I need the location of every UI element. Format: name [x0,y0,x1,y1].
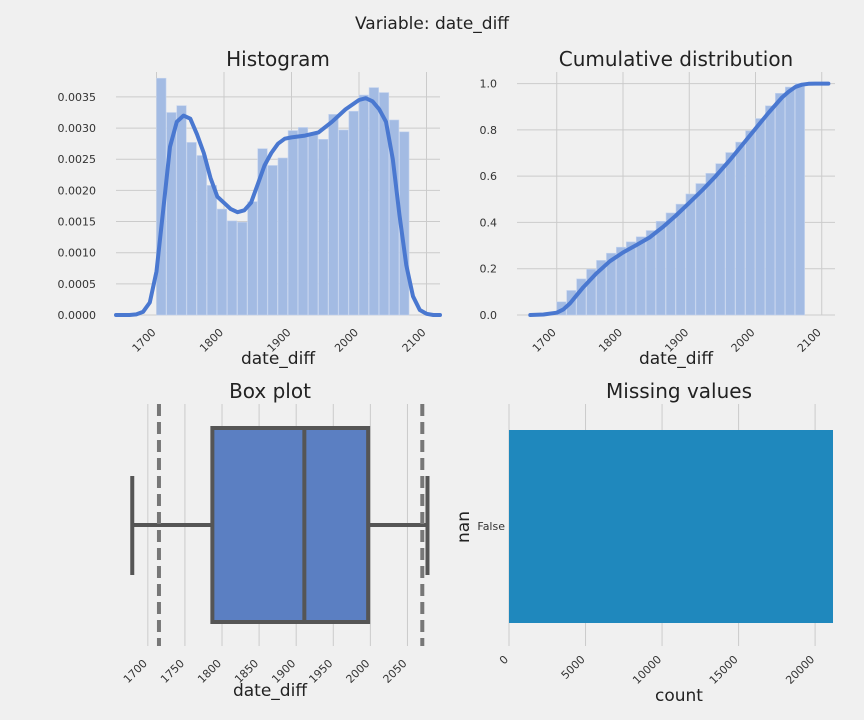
histogram-bar [358,94,369,316]
histogram-bar [675,203,686,316]
histogram-bar [665,212,676,316]
histogram-bar [586,268,597,316]
x-tick-label: 2000 [729,326,758,355]
x-tick-label: 1800 [596,326,625,355]
y-tick-label: 0.0020 [58,184,97,197]
y-axis-label: nan [454,511,474,543]
x-tick-label: 1700 [121,657,150,686]
histogram-bar [287,130,298,316]
chart-title: Missing values [606,379,752,403]
chart-title: Box plot [229,379,311,403]
histogram-bar [267,165,278,316]
x-tick-label: 10000 [630,653,664,687]
y-tick-label: False [477,520,505,533]
x-tick-label: 20000 [783,653,817,687]
y-tick-label: 0.6 [480,170,498,183]
x-tick-label: 2050 [381,657,410,686]
x-tick-label: 15000 [707,653,741,687]
histogram-bar [378,92,390,316]
histogram-panel: 0.0000 0.0005 0.0010 0.0015 0.0020 0.0025 0.00… [58,47,442,369]
x-tick-label: 1800 [197,326,226,355]
y-tick-label: 0.2 [480,263,498,276]
histogram-bar [655,220,666,316]
histogram-bar [297,127,309,316]
x-tick-label: 1700 [130,326,159,355]
histogram-bar [685,193,696,316]
interquartile-box [210,426,371,624]
x-axis-label: date_diff [639,349,714,369]
histogram-bar [186,142,197,316]
histogram-bar [176,105,187,316]
histogram-bar [368,87,379,316]
kde-line [528,81,831,317]
y-tick-label: 0.0025 [58,153,97,166]
histogram-bar [635,236,646,316]
chart-title: Histogram [226,47,330,71]
x-tick-label: 1800 [195,657,224,686]
histogram-bar [348,110,359,316]
histogram-bar [775,92,786,316]
histogram-bar [596,260,607,316]
histogram-bar [216,208,228,316]
y-tick-label: 0.0000 [58,309,97,322]
histogram-bar [785,86,795,316]
histogram-bar [166,112,177,316]
y-tick-label: 0.0 [480,309,498,322]
histogram-bar [338,129,349,316]
histogram-bar [196,155,207,316]
x-tick-label: 2000 [332,326,361,355]
histogram-bar [247,201,258,316]
histogram-bar [257,148,268,316]
x-tick-label: 2100 [400,326,429,355]
y-tick-label: 0.0005 [58,278,97,291]
x-axis-label: date_diff [233,681,308,701]
histogram-bar [794,83,805,316]
figure-suptitle: Variable: date_diff [355,14,510,34]
histogram-bar [715,163,726,316]
histogram-bar [705,173,716,316]
x-tick-label: 1700 [530,326,559,355]
histogram-bar [725,152,736,316]
count-bar [509,430,833,623]
chart-title: Cumulative distribution [559,47,793,71]
histogram-bar [606,252,617,316]
histogram-bar [227,220,238,316]
x-tick-label: 0 [497,653,511,667]
histogram-bar [616,246,627,316]
y-tick-label: 0.0015 [58,216,97,229]
histogram-bar [695,183,706,316]
y-tick-label: 0.4 [480,216,498,229]
x-axis-label: count [655,686,703,706]
y-tick-label: 1.0 [480,78,498,91]
y-tick-label: 0.8 [480,124,498,137]
x-axis-label: date_diff [241,349,316,369]
histogram-bar [765,105,776,316]
histogram-bar [735,141,746,316]
y-tick-label: 0.0035 [58,91,97,104]
histogram-bar [755,118,766,316]
histogram-bar [328,114,339,316]
histogram-bar [745,130,756,316]
x-tick-label: 1750 [158,657,187,686]
y-tick-label: 0.0010 [58,247,97,260]
x-tick-label: 5000 [559,653,588,682]
histogram-bar [308,134,319,316]
x-tick-label: 1950 [306,657,335,686]
histogram-bar [237,221,248,316]
kde-line [114,96,442,317]
y-tick-label: 0.0030 [58,122,97,135]
histogram-bar [277,157,288,316]
histogram-bar [626,241,636,316]
histogram-bar [318,138,329,316]
histogram-bar [206,185,217,316]
histogram-bar [645,230,656,316]
x-tick-label: 2100 [795,326,824,355]
x-tick-label: 2000 [343,657,372,686]
